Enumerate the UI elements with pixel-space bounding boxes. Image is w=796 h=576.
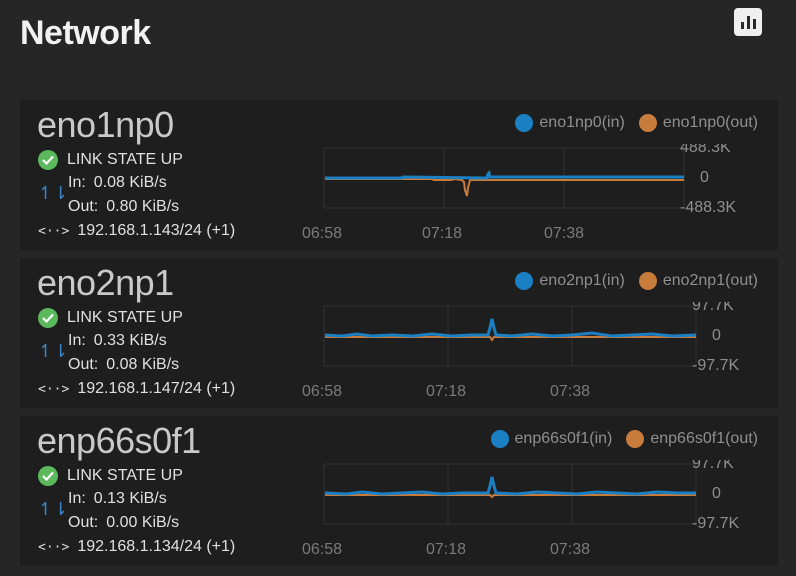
in-series-line xyxy=(325,170,684,180)
interface-card-eno2np1: eno2np1 eno2np1(in) eno2np1(out) LINK ST… xyxy=(20,258,778,408)
ip-address: <··> 192.168.1.143/24 (+1) xyxy=(38,222,235,240)
link-state-label: LINK STATE UP xyxy=(67,151,183,168)
x-tick: 07:38 xyxy=(550,541,590,558)
legend-out[interactable]: eno2np1(out) xyxy=(638,272,758,290)
link-state-label: LINK STATE UP xyxy=(67,467,183,484)
in-dot-icon xyxy=(490,430,509,448)
bar-chart-icon[interactable] xyxy=(734,8,762,36)
out-rate: Out: 0.08 KiB/s xyxy=(68,356,179,374)
in-rate-label: In: xyxy=(68,174,86,191)
in-rate-label: In: xyxy=(68,490,86,507)
legend-in[interactable]: eno2np1(in) xyxy=(515,272,625,290)
x-tick: 07:18 xyxy=(422,225,462,242)
y-bottom-tick: -97.7K xyxy=(692,515,739,532)
in-rate-value: 0.13 KiB/s xyxy=(93,490,167,507)
code-brackets-icon: <··> xyxy=(38,223,70,239)
link-state-label: LINK STATE UP xyxy=(67,309,183,326)
ip-address: <··> 192.168.1.147/24 (+1) xyxy=(38,380,235,398)
in-series-line xyxy=(324,318,697,338)
out-rate: Out: 0.00 KiB/s xyxy=(68,514,179,532)
page-title: Network xyxy=(20,14,151,52)
y-bottom-tick: -488.3K xyxy=(680,199,736,216)
ip-address-value: 192.168.1.147/24 (+1) xyxy=(77,380,236,397)
chart-legend: eno2np1(in) eno2np1(out) xyxy=(515,272,758,290)
x-tick: 06:58 xyxy=(302,225,342,242)
legend-in[interactable]: enp66s0f1(in) xyxy=(490,430,613,448)
legend-out[interactable]: enp66s0f1(out) xyxy=(626,430,758,448)
legend-out[interactable]: eno1np0(out) xyxy=(638,114,758,132)
check-circle-icon xyxy=(38,466,58,486)
x-tick: 07:18 xyxy=(426,383,466,400)
out-dot-icon xyxy=(638,114,657,132)
transfer-arrows-icon: ↿⇂ xyxy=(38,341,69,361)
in-rate-value: 0.08 KiB/s xyxy=(93,174,167,191)
in-rate: In: 0.13 KiB/s xyxy=(68,490,167,508)
link-state: LINK STATE UP xyxy=(38,150,183,170)
link-state: LINK STATE UP xyxy=(38,308,183,328)
out-dot-icon xyxy=(638,272,657,290)
legend-in-label: eno1np0(in) xyxy=(539,114,625,131)
out-rate-label: Out: xyxy=(68,356,99,373)
in-rate: In: 0.08 KiB/s xyxy=(68,174,167,192)
in-rate-label: In: xyxy=(68,332,86,349)
chart-legend: enp66s0f1(in) enp66s0f1(out) xyxy=(490,430,758,448)
y-top-tick: 488.3K xyxy=(680,144,731,156)
ip-address: <··> 192.168.1.134/24 (+1) xyxy=(38,538,235,556)
legend-in-label: eno2np1(in) xyxy=(539,272,625,289)
interface-card-enp66s0f1: enp66s0f1 enp66s0f1(in) enp66s0f1(out) L… xyxy=(20,416,778,566)
chart-legend: eno1np0(in) eno1np0(out) xyxy=(515,114,758,132)
in-rate: In: 0.33 KiB/s xyxy=(68,332,167,350)
x-tick: 07:18 xyxy=(426,541,466,558)
in-dot-icon xyxy=(515,272,534,290)
y-top-tick: 97.7K xyxy=(692,460,734,472)
y-bottom-tick: -97.7K xyxy=(692,357,739,374)
ip-address-value: 192.168.1.134/24 (+1) xyxy=(77,538,236,555)
x-tick: 07:38 xyxy=(550,383,590,400)
check-circle-icon xyxy=(38,150,58,170)
in-series-line xyxy=(324,476,696,496)
link-state: LINK STATE UP xyxy=(38,466,183,486)
ip-address-value: 192.168.1.143/24 (+1) xyxy=(77,222,236,239)
out-rate: Out: 0.80 KiB/s xyxy=(68,198,179,216)
y-zero-tick: 0 xyxy=(700,169,709,186)
y-zero-tick: 0 xyxy=(712,485,721,502)
out-series-line xyxy=(325,336,696,342)
legend-out-label: eno1np0(out) xyxy=(662,114,758,131)
y-top-tick: 97.7K xyxy=(692,302,734,314)
x-tick: 06:58 xyxy=(302,541,342,558)
out-dot-icon xyxy=(626,430,645,448)
out-rate-label: Out: xyxy=(68,514,99,531)
interface-card-eno1np0: eno1np0 eno1np0(in) eno1np0(out) LINK ST… xyxy=(20,100,778,250)
transfer-arrows-icon: ↿⇂ xyxy=(38,499,69,519)
code-brackets-icon: <··> xyxy=(38,539,70,555)
code-brackets-icon: <··> xyxy=(38,381,70,397)
legend-out-label: enp66s0f1(out) xyxy=(650,430,758,447)
legend-in-label: enp66s0f1(in) xyxy=(514,430,613,447)
legend-out-label: eno2np1(out) xyxy=(662,272,758,289)
legend-in[interactable]: eno1np0(in) xyxy=(515,114,625,132)
out-rate-label: Out: xyxy=(68,198,99,215)
in-dot-icon xyxy=(515,114,534,132)
traffic-chart[interactable]: 488.3K 0 -488.3K 06:58 07:18 07:38 xyxy=(302,144,772,248)
interface-name: eno1np0 xyxy=(37,104,174,145)
interface-name: enp66s0f1 xyxy=(37,420,201,461)
out-series-line xyxy=(325,177,684,197)
out-series-line xyxy=(325,494,696,499)
check-circle-icon xyxy=(38,308,58,328)
traffic-chart[interactable]: 97.7K 0 -97.7K 06:58 07:18 07:38 xyxy=(302,302,772,406)
out-rate-value: 0.00 KiB/s xyxy=(106,514,180,531)
traffic-chart[interactable]: 97.7K 0 -97.7K 06:58 07:18 07:38 xyxy=(302,460,772,564)
out-rate-value: 0.80 KiB/s xyxy=(106,198,180,215)
x-tick: 06:58 xyxy=(302,383,342,400)
x-tick: 07:38 xyxy=(544,225,584,242)
y-zero-tick: 0 xyxy=(712,327,721,344)
in-rate-value: 0.33 KiB/s xyxy=(93,332,167,349)
out-rate-value: 0.08 KiB/s xyxy=(106,356,180,373)
transfer-arrows-icon: ↿⇂ xyxy=(38,183,69,203)
interface-name: eno2np1 xyxy=(37,262,174,303)
